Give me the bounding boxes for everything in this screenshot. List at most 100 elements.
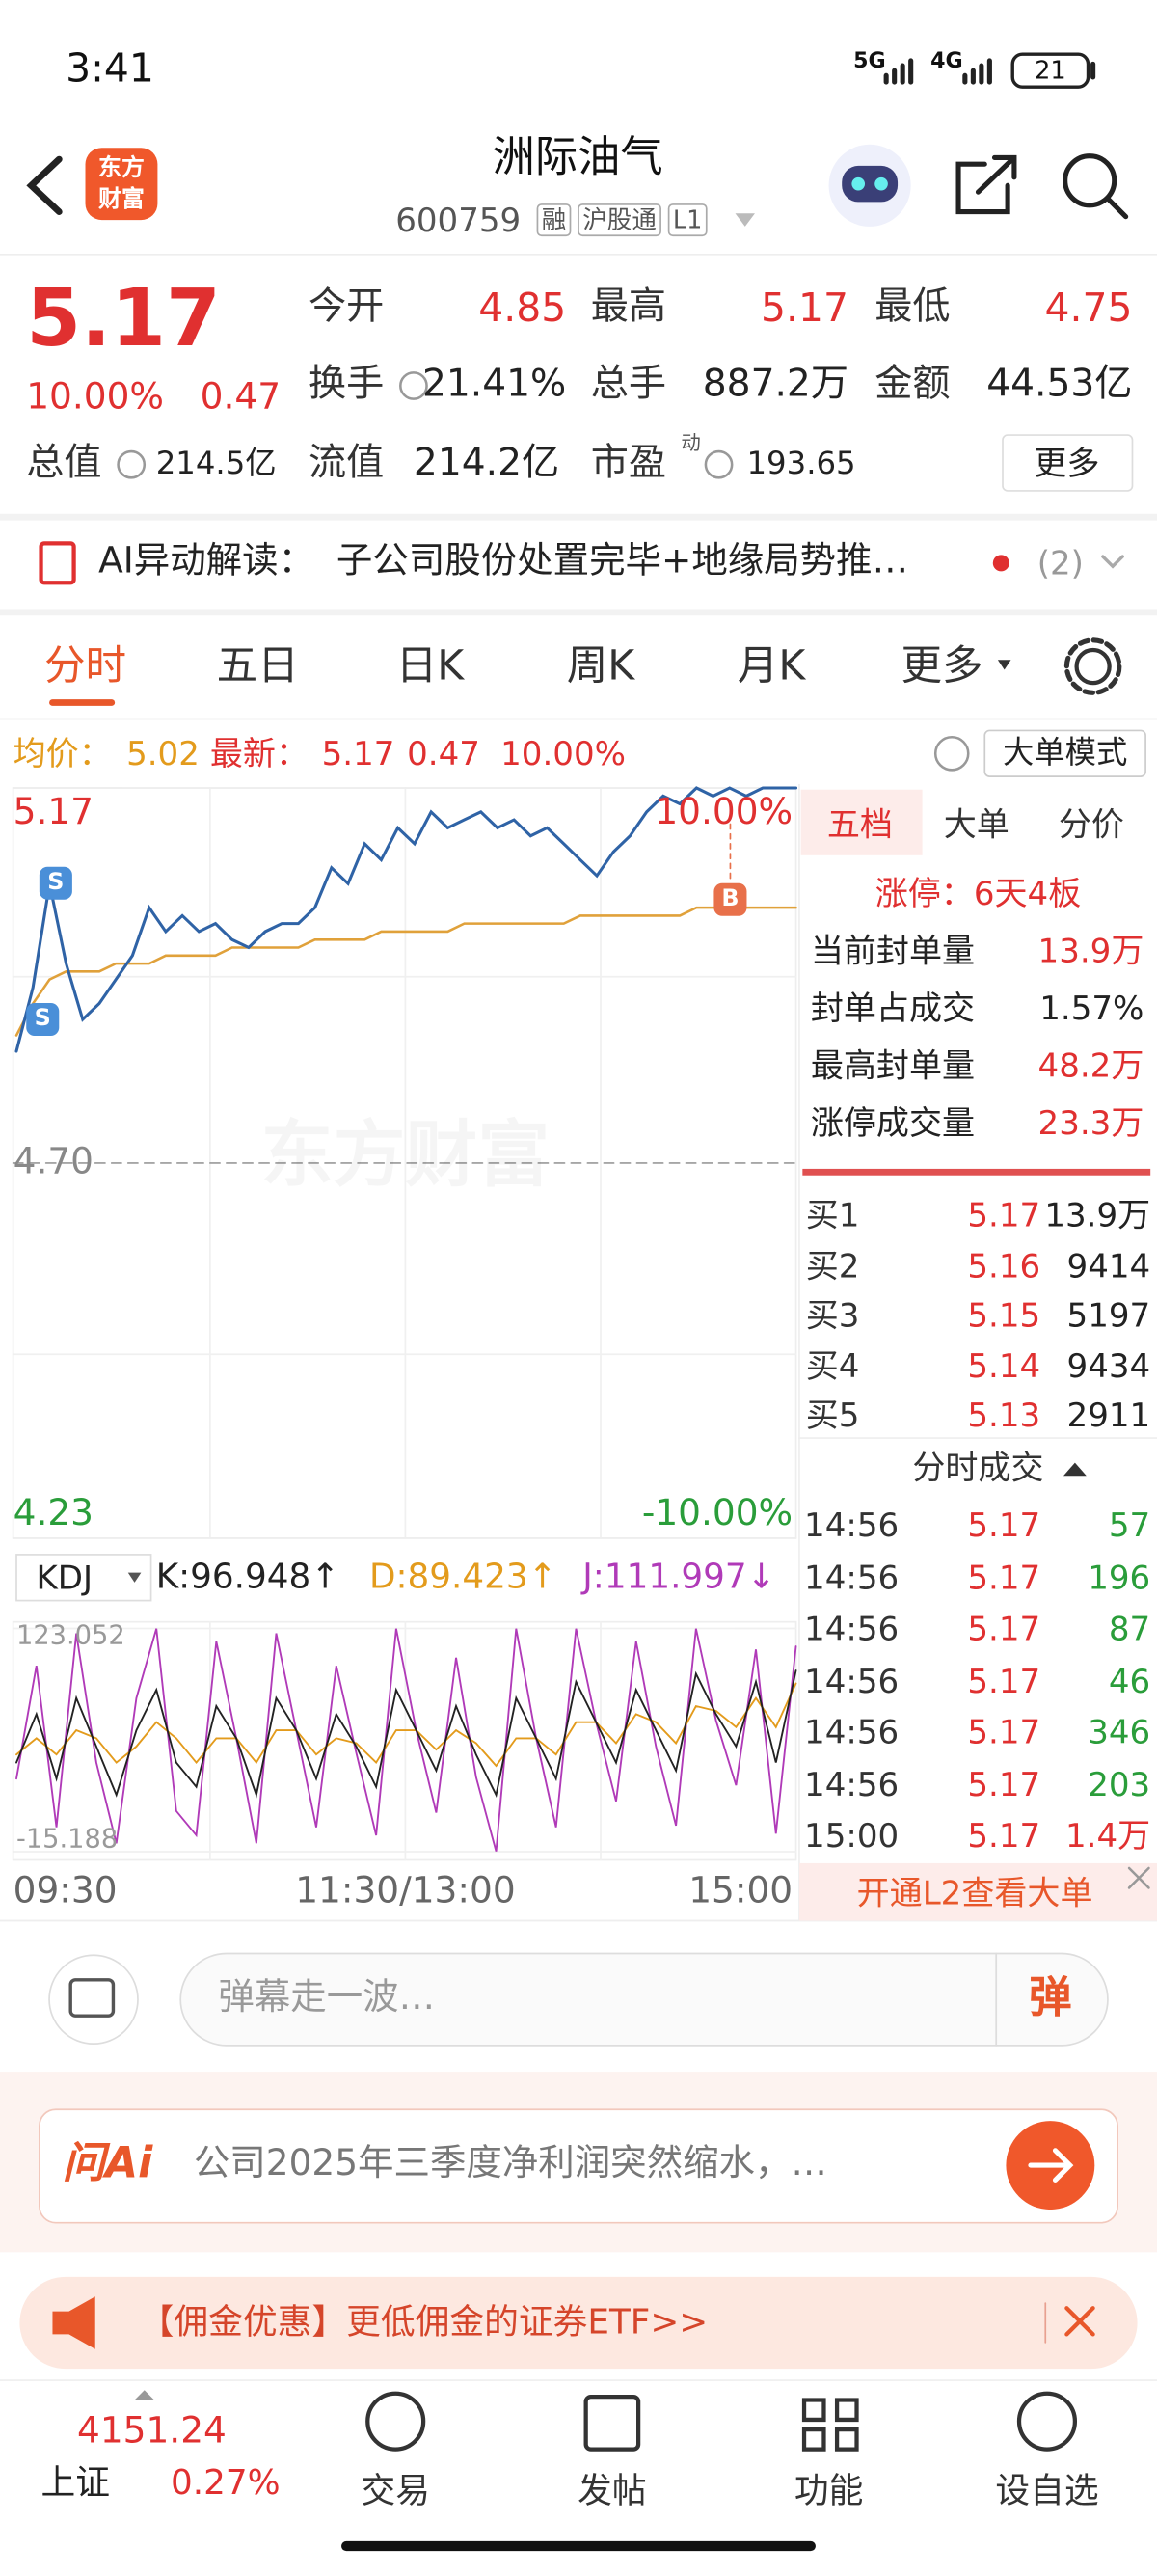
- price: 5.17: [26, 272, 221, 366]
- bid-volume: 9414: [1066, 1245, 1151, 1285]
- nav-item[interactable]: 交易: [361, 2471, 430, 2511]
- help-icon[interactable]: [933, 735, 970, 772]
- nav-icon[interactable]: [365, 2391, 426, 2452]
- close-button[interactable]: [1127, 1866, 1150, 1889]
- trade-time: 14:56: [804, 1660, 900, 1700]
- tab[interactable]: 月K: [737, 641, 806, 690]
- danmu-button[interactable]: 弹: [1029, 1973, 1072, 2023]
- tab[interactable]: 周K: [566, 641, 635, 690]
- info-icon[interactable]: [117, 449, 147, 479]
- l2-banner[interactable]: [798, 1862, 1157, 1921]
- avg-line: [14, 906, 797, 1037]
- latest-change: 0.47: [407, 733, 480, 773]
- panel-tab[interactable]: 分价: [1058, 804, 1124, 844]
- close-button[interactable]: [1064, 2306, 1095, 2337]
- nav-item[interactable]: 设自选: [995, 2471, 1099, 2511]
- bid-label: 买2: [805, 1245, 860, 1285]
- nav-item[interactable]: 发帖: [578, 2471, 647, 2511]
- field-label: 总手: [590, 363, 667, 406]
- ask-logo: 问Ai: [62, 2139, 153, 2189]
- promo-text[interactable]: 【佣金优惠】更低佣金的证券ETF>>: [139, 2302, 709, 2342]
- settings-button[interactable]: [1074, 647, 1112, 686]
- stock-name: 洲际油气: [492, 133, 663, 183]
- trade-volume: 1.4万: [1065, 1815, 1151, 1856]
- robot-face: [842, 165, 899, 203]
- index-arrow: [134, 2390, 155, 2400]
- trade-time: 15:00: [804, 1815, 900, 1856]
- ai-label[interactable]: AI异动解读：: [98, 541, 315, 583]
- bid-label: 买4: [805, 1344, 860, 1385]
- trade-volume: 203: [1088, 1763, 1151, 1803]
- field-value: 5.17: [761, 285, 849, 332]
- panel-tab[interactable]: 大单: [943, 804, 1009, 844]
- more-button[interactable]: 更多: [1034, 443, 1100, 483]
- kdj-selector[interactable]: [15, 1554, 152, 1602]
- nav-icon[interactable]: [801, 2398, 859, 2452]
- stat-value: 48.2万: [1037, 1045, 1144, 1086]
- tab[interactable]: 五日: [216, 641, 299, 690]
- search-button[interactable]: [1063, 153, 1117, 208]
- tab-dropdown[interactable]: [997, 660, 1011, 670]
- trade-price: 5.17: [967, 1763, 1041, 1803]
- battery-level: 21: [1035, 55, 1066, 86]
- share-button[interactable]: [955, 154, 1017, 215]
- avg-value: 5.02: [126, 733, 200, 773]
- kdj-dropdown: [127, 1572, 142, 1583]
- panel-tab[interactable]: 五档: [826, 804, 893, 844]
- y-tick-label: 4.23: [13, 1493, 94, 1535]
- x-tick-label: 11:30/13:00: [295, 1871, 516, 1912]
- ask-box[interactable]: [39, 2108, 1119, 2224]
- comment-input[interactable]: [179, 1952, 1109, 2047]
- mode-button[interactable]: 大单模式: [1002, 734, 1128, 772]
- trade-price: 5.17: [967, 1660, 1041, 1700]
- signal-bars: [883, 58, 992, 85]
- trades-title: 分时成交: [912, 1448, 1044, 1488]
- field-label: 换手: [309, 363, 385, 406]
- bid-price: 5.13: [967, 1395, 1041, 1435]
- field-value: 214.2亿: [413, 442, 560, 485]
- l2-banner[interactable]: 开通L2查看大单: [856, 1873, 1093, 1912]
- code-dropdown[interactable]: [735, 213, 755, 227]
- field-label: 市盈: [590, 442, 667, 485]
- tab[interactable]: 日K: [395, 641, 465, 690]
- mode-button[interactable]: [983, 729, 1146, 777]
- stock-tag: L1: [667, 203, 708, 237]
- tab-indicator: [49, 699, 116, 706]
- robot-eye: [851, 176, 866, 191]
- comment-settings[interactable]: [48, 1954, 139, 2046]
- trade-time: 14:56: [804, 1763, 900, 1803]
- field-label: 总值: [26, 442, 102, 485]
- logo-text: 东方: [98, 155, 145, 182]
- tab[interactable]: 分时: [43, 641, 127, 690]
- nav-item[interactable]: 功能: [794, 2471, 864, 2511]
- comment-placeholder: 弹幕走一波…: [218, 1977, 436, 2020]
- home-indicator: [341, 2540, 816, 2552]
- trade-time: 14:56: [804, 1609, 900, 1648]
- field-label: 最低: [874, 285, 951, 329]
- trade-time: 14:56: [804, 1712, 900, 1752]
- marker-label: B: [721, 885, 740, 912]
- stat-label: 封单占成交: [810, 988, 976, 1028]
- x-tick-label: 15:00: [688, 1871, 794, 1912]
- back-button[interactable]: [26, 155, 63, 215]
- kdj-line: [15, 1669, 797, 1799]
- trade-price: 5.17: [967, 1609, 1041, 1648]
- expand-icon[interactable]: [1101, 555, 1124, 569]
- sort-icon[interactable]: [1063, 1462, 1087, 1477]
- clock: 3:41: [66, 44, 154, 92]
- info-icon[interactable]: [399, 371, 428, 400]
- battery: [1010, 52, 1090, 89]
- kdj-name[interactable]: KDJ: [36, 1558, 94, 1598]
- field-value: 887.2万: [702, 363, 849, 406]
- megaphone: [52, 2296, 95, 2349]
- nav-icon[interactable]: [1016, 2391, 1078, 2452]
- more-button[interactable]: [1002, 434, 1134, 492]
- promo-bar[interactable]: [19, 2276, 1138, 2370]
- trade-price: 5.17: [967, 1505, 1041, 1545]
- nav-icon[interactable]: [583, 2394, 641, 2452]
- info-icon[interactable]: [704, 449, 734, 479]
- ai-text: 子公司股份处置完毕+地缘局势推…: [336, 541, 909, 583]
- latest-value: 5.17: [321, 733, 395, 773]
- tab[interactable]: 更多: [901, 641, 983, 690]
